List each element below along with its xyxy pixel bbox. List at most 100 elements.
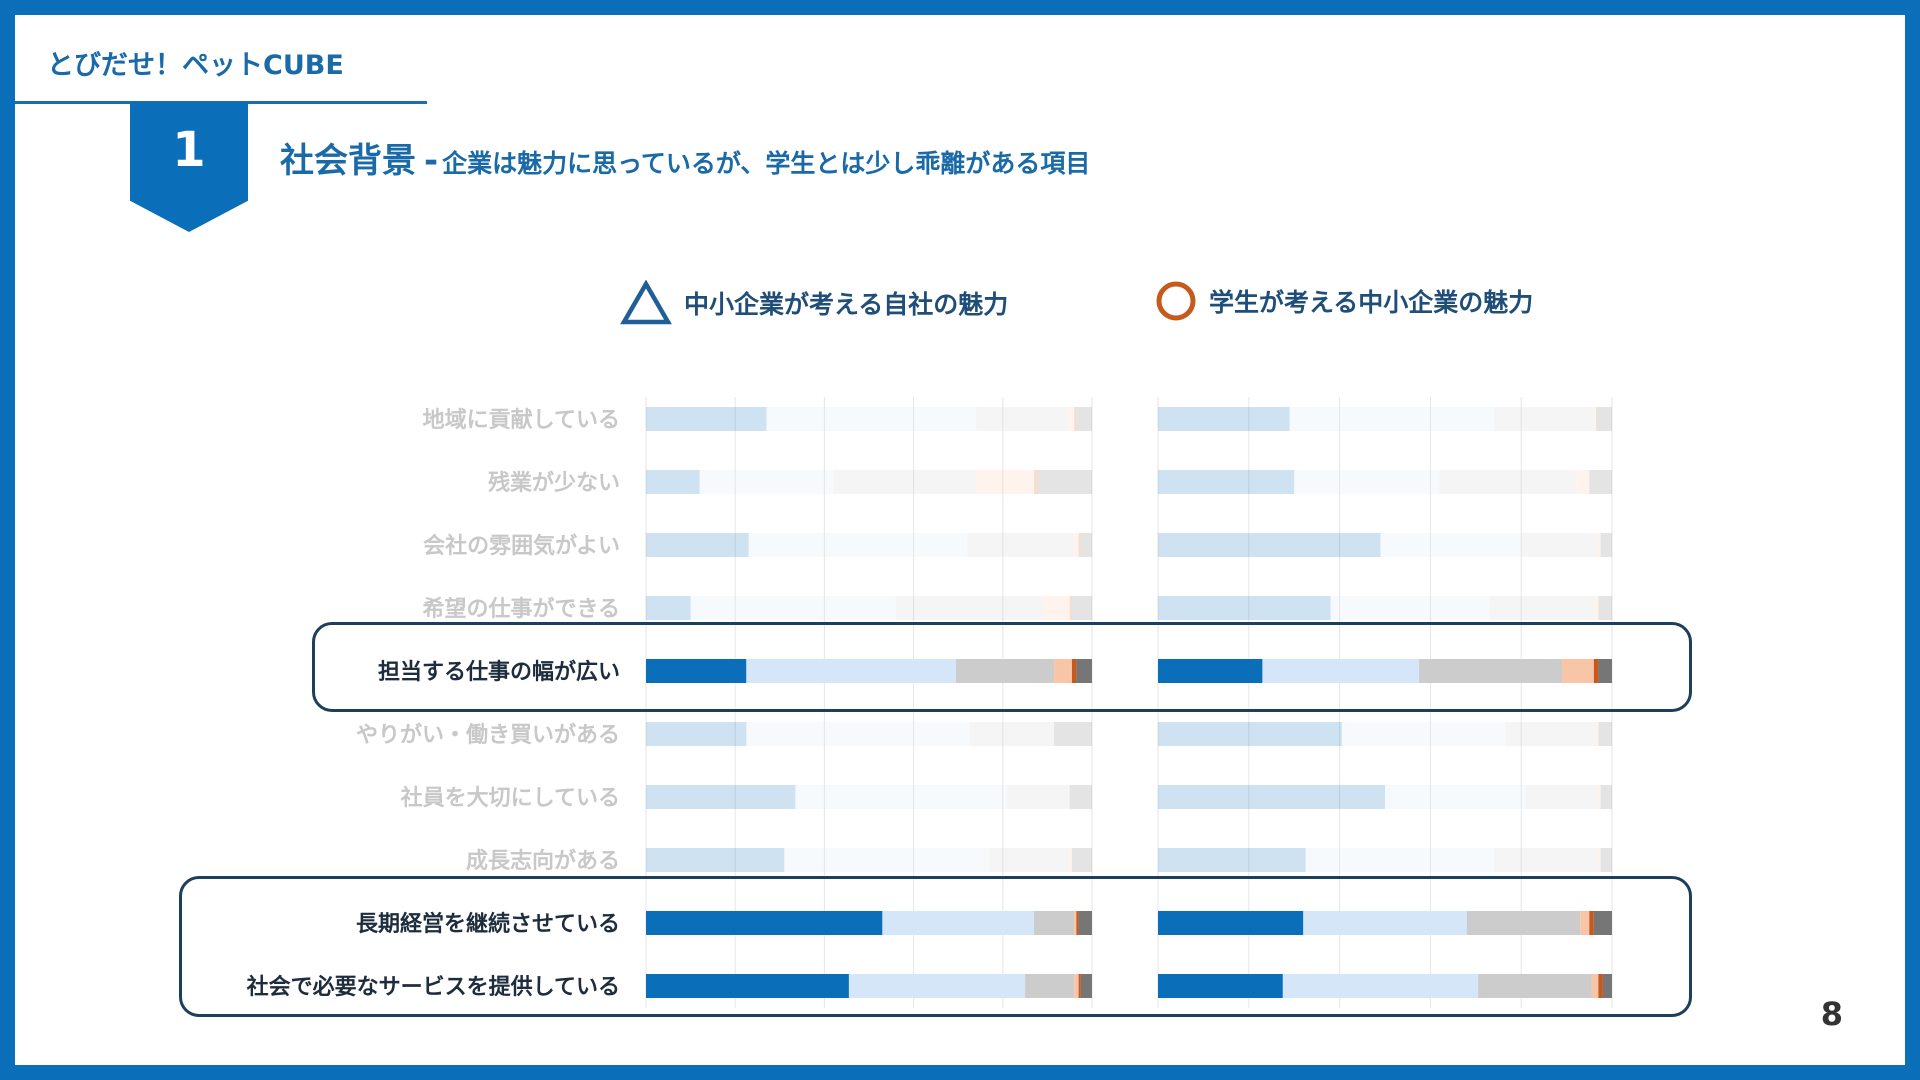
bar-segment-strong_disagree [1069,596,1072,620]
bar-segment-agree [1262,659,1420,683]
bar-segment-agree [848,974,1026,998]
section-number-badge: 1 [130,102,248,232]
bar-segment-agree [1385,785,1526,809]
bar-segment-strong_disagree [1589,911,1594,935]
bar-segment-disagree [1562,659,1594,683]
bar-segment-strong_agree [646,470,700,494]
title-subtitle: 企業は魅力に思っているが、学生とは少し乖離がある項目 [442,149,1091,178]
triangle-icon [620,280,672,325]
bar-segment-strong_agree [646,722,747,746]
bar-segment-agree [690,596,896,620]
bar-segment-strong_disagree [1071,659,1077,683]
category-label: 希望の仕事ができる [422,596,620,622]
title-main: 社会背景 [280,141,416,181]
stacked-bar-chart: 地域に貢献している残業が少ない会社の雰囲気がよい希望の仕事ができる担当する仕事の… [247,397,1613,1008]
bar-segment-strong_agree [646,848,785,872]
bar-segment-strong_agree [646,911,883,935]
bar-segment-agree [1289,407,1494,431]
bar-segment-disagree [1042,596,1070,620]
bar-segment-strong_disagree [1076,911,1079,935]
bar-segment-strong_disagree [1593,659,1599,683]
highlight-box-scope [312,622,1692,712]
bar-segment-strong_agree [646,974,849,998]
bar-segment-agree [882,911,1035,935]
bar-segment-no_answer [1600,785,1612,809]
bar-segment-neutral [1439,470,1576,494]
bar-segment-strong_agree [646,659,747,683]
category-label: 社会で必要なサービスを提供している [247,974,620,1000]
category-label: 社員を大切にしている [401,785,620,811]
bar-segment-strong_agree [646,407,767,431]
bar-segment-neutral [1419,659,1563,683]
bar-segment-agree [1303,911,1467,935]
category-label: 担当する仕事の幅が広い [378,659,620,685]
category-label: 地域に貢献している [423,407,620,433]
bar-segment-neutral [967,533,1075,557]
bar-segment-strong_agree [1158,533,1381,557]
bar-segment-agree [748,533,968,557]
bar-segment-disagree [1596,722,1599,746]
bar-segment-agree [766,407,977,431]
bar-segment-neutral [1525,785,1599,809]
bar-segment-neutral [1034,911,1075,935]
legend-student: 学生が考える中小企業の魅力 [1155,280,1533,322]
bar-segment-agree [746,722,970,746]
bar-segment-disagree [1593,407,1597,431]
bar-segment-no_answer [1080,533,1092,557]
bar-segment-strong_disagree [1078,974,1081,998]
bar-segment-disagree [1069,848,1072,872]
bar-segment-disagree [1580,911,1590,935]
bar-segment-neutral [895,596,1043,620]
bar-segment-disagree [1593,596,1599,620]
bar-segment-neutral [989,848,1070,872]
bar-segment-neutral [955,659,1055,683]
legend-company: 中小企業が考える自社の魅力 [620,280,1008,326]
bar-segment-agree [795,785,1008,809]
bar-segment-disagree [1591,974,1599,998]
page-number: 8 [1820,995,1843,1033]
bar-segment-strong_agree [1158,407,1290,431]
bar-segment-strong_agree [1158,974,1283,998]
bar-segment-neutral [1007,785,1070,809]
brand-title: とびだせ！ペットCUBE [47,50,344,81]
bar-segment-strong_agree [1158,596,1331,620]
bar-segment-strong_disagree [1074,407,1077,431]
bar-segment-disagree [1598,848,1601,872]
bar-segment-strong_agree [1158,470,1295,494]
bar-segment-strong_agree [1158,848,1306,872]
bar-segment-agree [1341,722,1506,746]
bar-segment-no_answer [1071,848,1092,872]
bar-segment-strong_agree [1158,659,1263,683]
category-label: 会社の雰囲気がよい [423,533,620,559]
bar-segment-no_answer [1076,659,1092,683]
bar-segment-strong_disagree [1598,974,1603,998]
bar-segment-agree [1294,470,1440,494]
category-label: 残業が少ない [488,470,620,496]
bar-segment-neutral [1505,722,1597,746]
bar-segment-no_answer [1596,407,1612,431]
slide-title: 社会背景 - 企業は魅力に思っているが、学生とは少し乖離がある項目 [280,133,1090,182]
bar-segment-strong_agree [1158,785,1385,809]
title-separator: - [424,141,439,181]
category-label: 成長志向がある [466,848,620,874]
bar-segment-agree [1305,848,1494,872]
bar-segment-neutral [833,470,977,494]
bar-segment-agree [1380,533,1522,557]
bar-segment-disagree [1054,659,1072,683]
bar-segment-strong_disagree [1078,533,1081,557]
bar-segment-no_answer [1598,659,1612,683]
bar-segment-neutral [969,722,1055,746]
bar-segment-neutral [1521,533,1599,557]
bar-segment-strong_agree [646,785,796,809]
bar-segment-disagree [1598,785,1601,809]
bar-segment-neutral [1493,848,1599,872]
bar-segment-no_answer [1054,722,1092,746]
bar-segment-agree [1330,596,1490,620]
section-number: 1 [172,122,206,178]
highlight-box-longterm [179,876,1692,1017]
bar-segment-no_answer [1080,974,1092,998]
bar-segment-agree [699,470,834,494]
bar-segment-disagree [1575,470,1590,494]
bar-segment-strong_agree [646,533,749,557]
bar-segment-disagree [1074,533,1079,557]
